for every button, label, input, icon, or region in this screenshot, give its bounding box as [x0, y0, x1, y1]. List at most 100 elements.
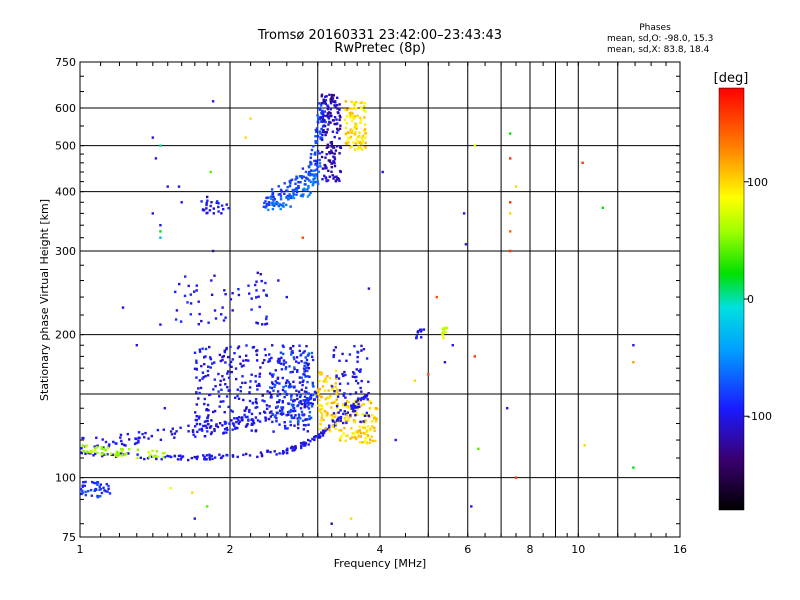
echo-point — [358, 131, 361, 134]
echo-point — [289, 182, 292, 185]
echo-point — [211, 362, 214, 365]
echo-point — [208, 345, 211, 349]
echo-point — [284, 427, 287, 430]
echo-point — [345, 405, 348, 409]
echo-point — [334, 382, 337, 385]
echo-point — [308, 417, 311, 421]
echo-point — [198, 415, 201, 418]
echo-point — [278, 393, 282, 396]
echo-point — [298, 175, 302, 178]
echo-point — [289, 408, 293, 412]
echo-point — [248, 292, 251, 295]
echo-point — [293, 366, 296, 369]
echo-point — [345, 400, 349, 403]
echo-point — [358, 425, 361, 428]
echo-point — [212, 212, 215, 215]
echo-point — [322, 98, 325, 101]
echo-point — [260, 453, 264, 456]
echo-point — [320, 102, 324, 105]
echo-point — [327, 111, 331, 114]
echo-point — [361, 134, 365, 138]
echo-point — [368, 441, 371, 445]
echo-point — [343, 416, 346, 420]
echo-point — [371, 439, 374, 443]
echo-point — [298, 381, 302, 384]
echo-point — [289, 420, 292, 423]
echo-point — [328, 396, 331, 400]
echo-point — [290, 414, 293, 417]
echo-point — [442, 336, 445, 340]
echo-point — [325, 146, 329, 149]
echo-point — [314, 135, 317, 138]
echo-point — [292, 380, 295, 383]
echo-point — [260, 279, 263, 283]
echo-point — [267, 208, 270, 212]
echo-point — [277, 204, 280, 208]
echo-point — [295, 193, 298, 196]
echo-point — [353, 103, 356, 106]
echo-point — [341, 404, 345, 407]
echo-point — [320, 411, 323, 414]
echo-point — [281, 406, 285, 409]
echo-point — [349, 114, 352, 117]
echo-point — [288, 384, 292, 388]
echo-point — [314, 177, 317, 180]
echo-point — [223, 428, 227, 431]
echo-point — [323, 409, 327, 413]
echo-point — [300, 175, 304, 178]
echo-point — [307, 438, 310, 442]
echo-point — [301, 188, 305, 191]
echo-point — [332, 401, 335, 404]
echo-point — [509, 230, 512, 233]
echo-point — [204, 424, 207, 427]
colorbar-tick-label: -100 — [747, 410, 772, 423]
echo-point — [91, 480, 94, 484]
echo-point — [308, 396, 312, 399]
echo-point — [272, 201, 275, 204]
echo-point — [315, 174, 318, 177]
echo-point — [160, 458, 163, 461]
echo-point — [203, 402, 206, 406]
echo-point — [121, 306, 125, 309]
echo-point — [336, 402, 339, 406]
echo-point — [258, 372, 262, 375]
echo-point — [304, 375, 307, 378]
echo-point — [322, 380, 326, 383]
echo-point — [321, 407, 324, 411]
echo-point — [303, 188, 307, 192]
echo-point — [362, 348, 366, 351]
echo-point — [357, 402, 360, 406]
echo-point — [319, 419, 323, 422]
echo-point — [285, 203, 288, 207]
echo-point — [284, 361, 288, 364]
echo-point — [302, 423, 306, 427]
echo-point — [336, 390, 339, 394]
echo-point — [293, 399, 296, 402]
echo-point — [229, 298, 233, 301]
echo-point — [305, 366, 308, 369]
echo-point — [345, 421, 348, 425]
echo-point — [355, 379, 358, 383]
echo-point — [352, 406, 355, 409]
echo-point — [324, 397, 328, 401]
echo-point — [270, 410, 273, 413]
echo-point — [327, 159, 330, 162]
echo-point — [324, 427, 327, 430]
echo-point — [147, 437, 150, 440]
echo-point — [302, 193, 305, 196]
echo-point — [293, 386, 296, 389]
echo-point — [270, 381, 274, 384]
echo-point — [352, 371, 355, 374]
echo-point — [286, 451, 289, 455]
echo-point — [290, 353, 293, 356]
echo-point — [333, 104, 336, 107]
echo-point — [159, 438, 163, 441]
echo-point — [375, 417, 378, 420]
echo-point — [200, 364, 203, 368]
echo-point — [350, 100, 353, 103]
echo-point — [337, 111, 340, 115]
echo-point — [366, 425, 370, 428]
echo-point — [292, 344, 295, 348]
echo-point — [319, 137, 322, 141]
echo-point — [313, 398, 316, 401]
